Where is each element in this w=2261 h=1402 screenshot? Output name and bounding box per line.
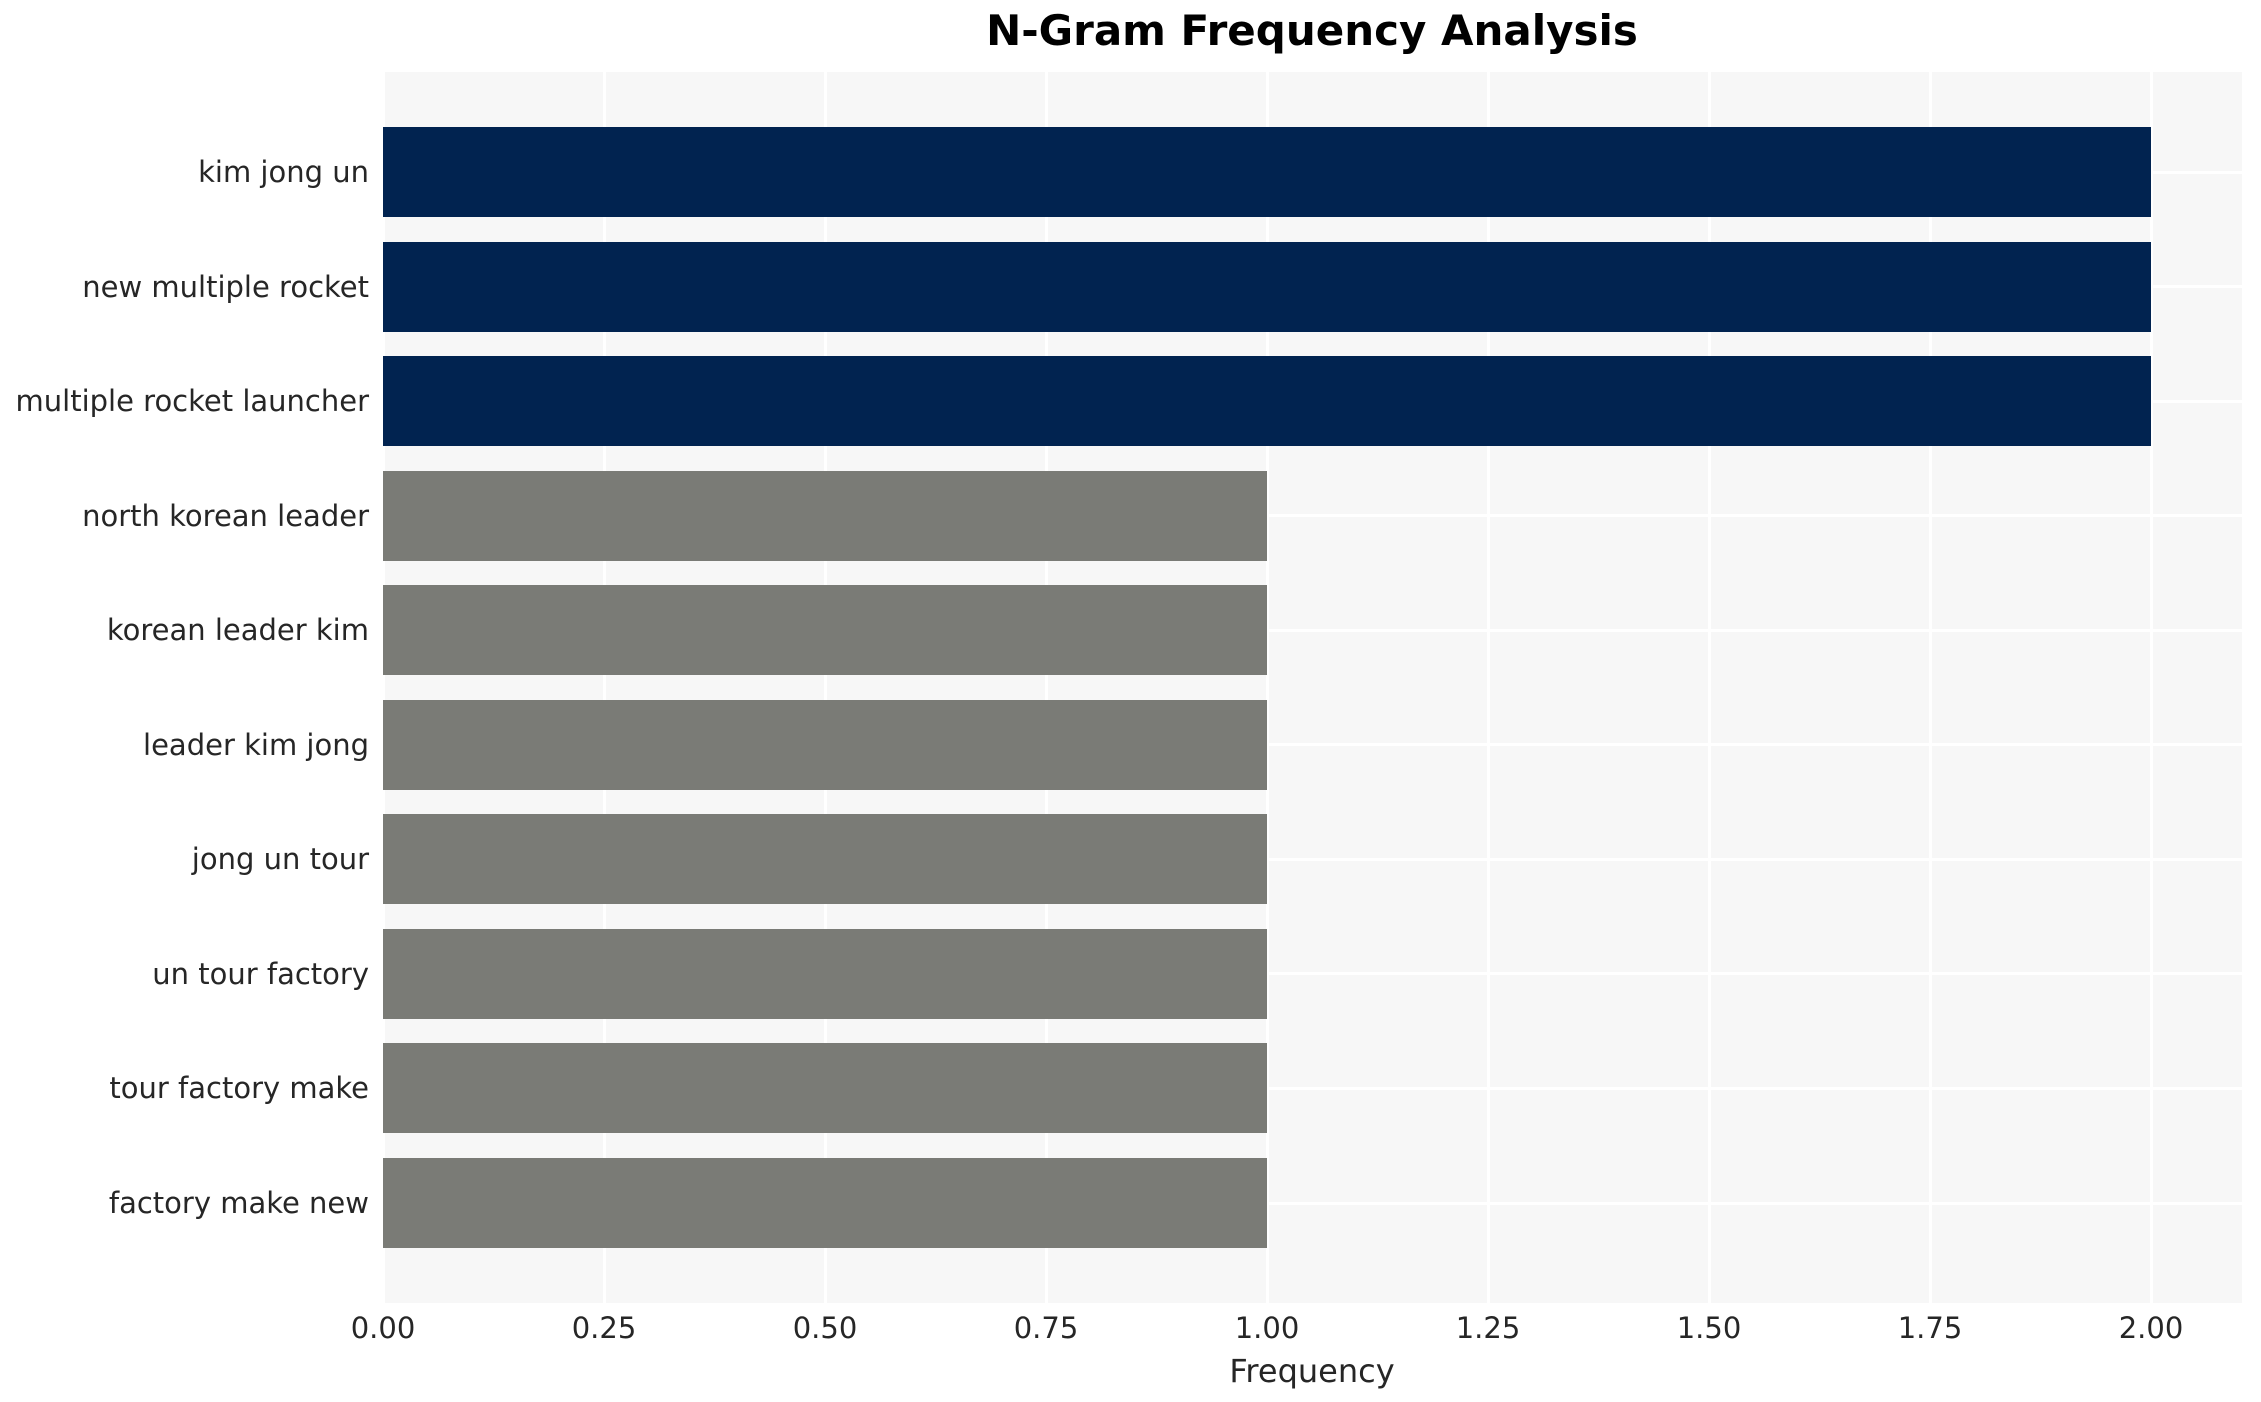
bar-korean-leader-kim [383, 585, 1267, 676]
x-tick-label: 1.75 [1897, 1311, 1963, 1345]
y-gridline [383, 743, 2242, 747]
bar-multiple-rocket-launcher [383, 356, 2151, 447]
y-tick-label: tour factory make [109, 1071, 369, 1106]
y-gridline [383, 1201, 2242, 1205]
y-gridline [383, 628, 2242, 632]
y-tick-label: new multiple rocket [82, 269, 369, 304]
x-gridline [823, 72, 827, 1303]
x-tick-label: 0.50 [792, 1311, 858, 1345]
x-gridline [602, 72, 606, 1303]
y-tick-label: korean leader kim [106, 613, 369, 648]
chart-title: N-Gram Frequency Analysis [986, 6, 1638, 55]
y-tick-label: multiple rocket launcher [15, 384, 369, 419]
y-tick-label: kim jong un [198, 155, 369, 189]
bar-tour-factory-make [383, 1043, 1267, 1134]
x-gridline [1707, 72, 1711, 1303]
x-tick-label: 1.25 [1455, 1311, 1521, 1345]
y-tick-label: leader kim jong [143, 727, 369, 762]
bar-jong-un-tour [383, 814, 1267, 905]
y-tick-label: un tour factory [152, 956, 369, 991]
bar-factory-make-new [383, 1158, 1267, 1248]
y-gridline [383, 972, 2242, 976]
y-tick-label: jong un tour [191, 842, 369, 877]
x-tick-label: 2.00 [2118, 1311, 2184, 1345]
x-tick-label: 0.75 [1013, 1311, 1079, 1345]
x-gridline [1486, 72, 1490, 1303]
bar-north-korean-leader [383, 470, 1267, 561]
bar-new-multiple-rocket [383, 241, 2151, 332]
bar-kim-jong-un [383, 127, 2151, 217]
x-tick-label: 0.25 [571, 1311, 637, 1345]
x-gridline [381, 72, 385, 1303]
x-gridline [1044, 72, 1048, 1303]
y-tick-label: north korean leader [82, 498, 369, 533]
bar-leader-kim-jong [383, 699, 1267, 790]
plot-area [381, 72, 2242, 1303]
x-tick-label: 0.00 [350, 1311, 416, 1345]
x-gridline [1265, 72, 1269, 1303]
x-tick-label: 1.00 [1234, 1311, 1300, 1345]
bar-un-tour-factory [383, 928, 1267, 1019]
x-gridline [1928, 72, 1932, 1303]
y-gridline [383, 514, 2242, 518]
y-gridline [383, 1086, 2242, 1090]
x-gridline [2149, 72, 2153, 1303]
x-axis-title: Frequency [1229, 1352, 1395, 1390]
y-tick-label: factory make new [108, 1186, 369, 1220]
x-tick-label: 1.50 [1676, 1311, 1742, 1345]
y-gridline [383, 857, 2242, 861]
